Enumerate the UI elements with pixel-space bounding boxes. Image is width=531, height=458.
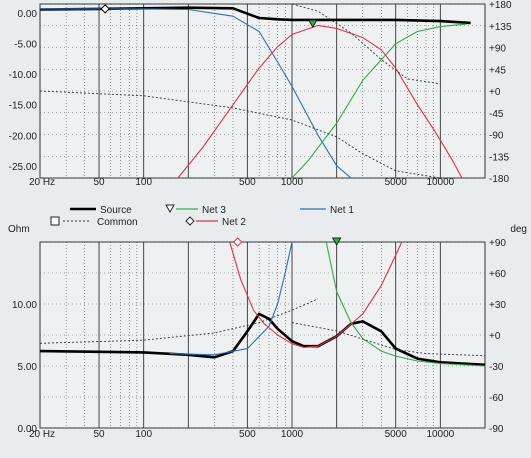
series-phase_d-line (291, 322, 486, 357)
legend-common-swatch (50, 216, 60, 226)
y-tick-label: 5.00 (18, 362, 38, 373)
x-tick-label: 100 (135, 177, 152, 188)
series-net3-line (325, 241, 486, 367)
series-source-line (39, 312, 486, 367)
x-tick-label: 20 Hz (29, 177, 55, 188)
legend-common-label: Common (97, 217, 138, 228)
series-net3-line (291, 23, 467, 179)
y2-tick-label: -90 (489, 424, 504, 435)
y2-tick-label: +90 (489, 238, 506, 249)
y2-tick-label: +0 (489, 331, 501, 342)
y2-tick-label: +60 (489, 269, 506, 280)
y2-tick-label: +180 (489, 0, 512, 11)
series-source-marker (100, 4, 110, 14)
x-tick-label: 5000 (385, 177, 408, 188)
y2-tick-label: -90 (489, 131, 504, 142)
y2-tick-label: -135 (489, 152, 509, 163)
y-tick-label: -15.00 (9, 101, 38, 112)
x-tick-label: 1000 (281, 429, 304, 440)
y2-tick-label: +30 (489, 300, 506, 311)
series-net2-line (229, 241, 403, 348)
y2-tick-label: -180 (489, 174, 509, 185)
y2-tick-label: +135 (489, 22, 512, 33)
x-tick-label: 1000 (281, 177, 304, 188)
x-tick-label: 500 (239, 429, 256, 440)
y2-tick-label: +90 (489, 44, 506, 55)
series-phase_c-line (39, 298, 319, 344)
plot-area (39, 241, 486, 429)
series-net1-line (40, 8, 352, 179)
legend-net2-label: Net 2 (222, 217, 246, 228)
y-tick-label: -25.00 (9, 162, 38, 173)
y2-axis-label: deg (510, 224, 527, 235)
series-phase_b-line (291, 3, 441, 85)
y-tick-label: -20.00 (9, 131, 38, 142)
legend-net3-swatch (165, 204, 175, 214)
y-tick-label: 0.00 (18, 424, 38, 435)
legend-net2-swatch (185, 216, 195, 226)
x-tick-label: 20 Hz (29, 429, 55, 440)
y2-tick-label: +0 (489, 87, 501, 98)
legend-source-label: Source (100, 205, 132, 216)
y2-tick-label: -30 (489, 362, 504, 373)
series-net2-marker (232, 237, 243, 247)
y2-tick-label: -60 (489, 393, 504, 404)
plot-area (39, 3, 486, 179)
x-tick-label: 10000 (426, 429, 454, 440)
series-net2-line (177, 24, 463, 179)
y-tick-label: 0.00 (18, 9, 38, 20)
x-tick-label: 100 (135, 429, 152, 440)
x-tick-label: 5000 (385, 429, 408, 440)
legend-net1-label: Net 1 (330, 205, 354, 216)
x-tick-label: 500 (239, 177, 256, 188)
y-tick-label: 10.00 (12, 300, 37, 311)
x-tick-label: 50 (93, 177, 105, 188)
y-tick-label: -10.00 (9, 70, 38, 81)
y2-tick-label: +45 (489, 65, 506, 76)
series-net3-marker (331, 237, 342, 247)
series-net1-line (169, 241, 293, 356)
y-axis-label: Ohm (8, 224, 30, 235)
legend-net3-label: Net 3 (202, 205, 226, 216)
y-tick-label: -5.00 (14, 40, 37, 51)
x-tick-label: 50 (93, 429, 105, 440)
y2-tick-label: -45 (489, 109, 504, 120)
series-net3-marker (307, 19, 318, 29)
x-tick-label: 10000 (426, 177, 454, 188)
